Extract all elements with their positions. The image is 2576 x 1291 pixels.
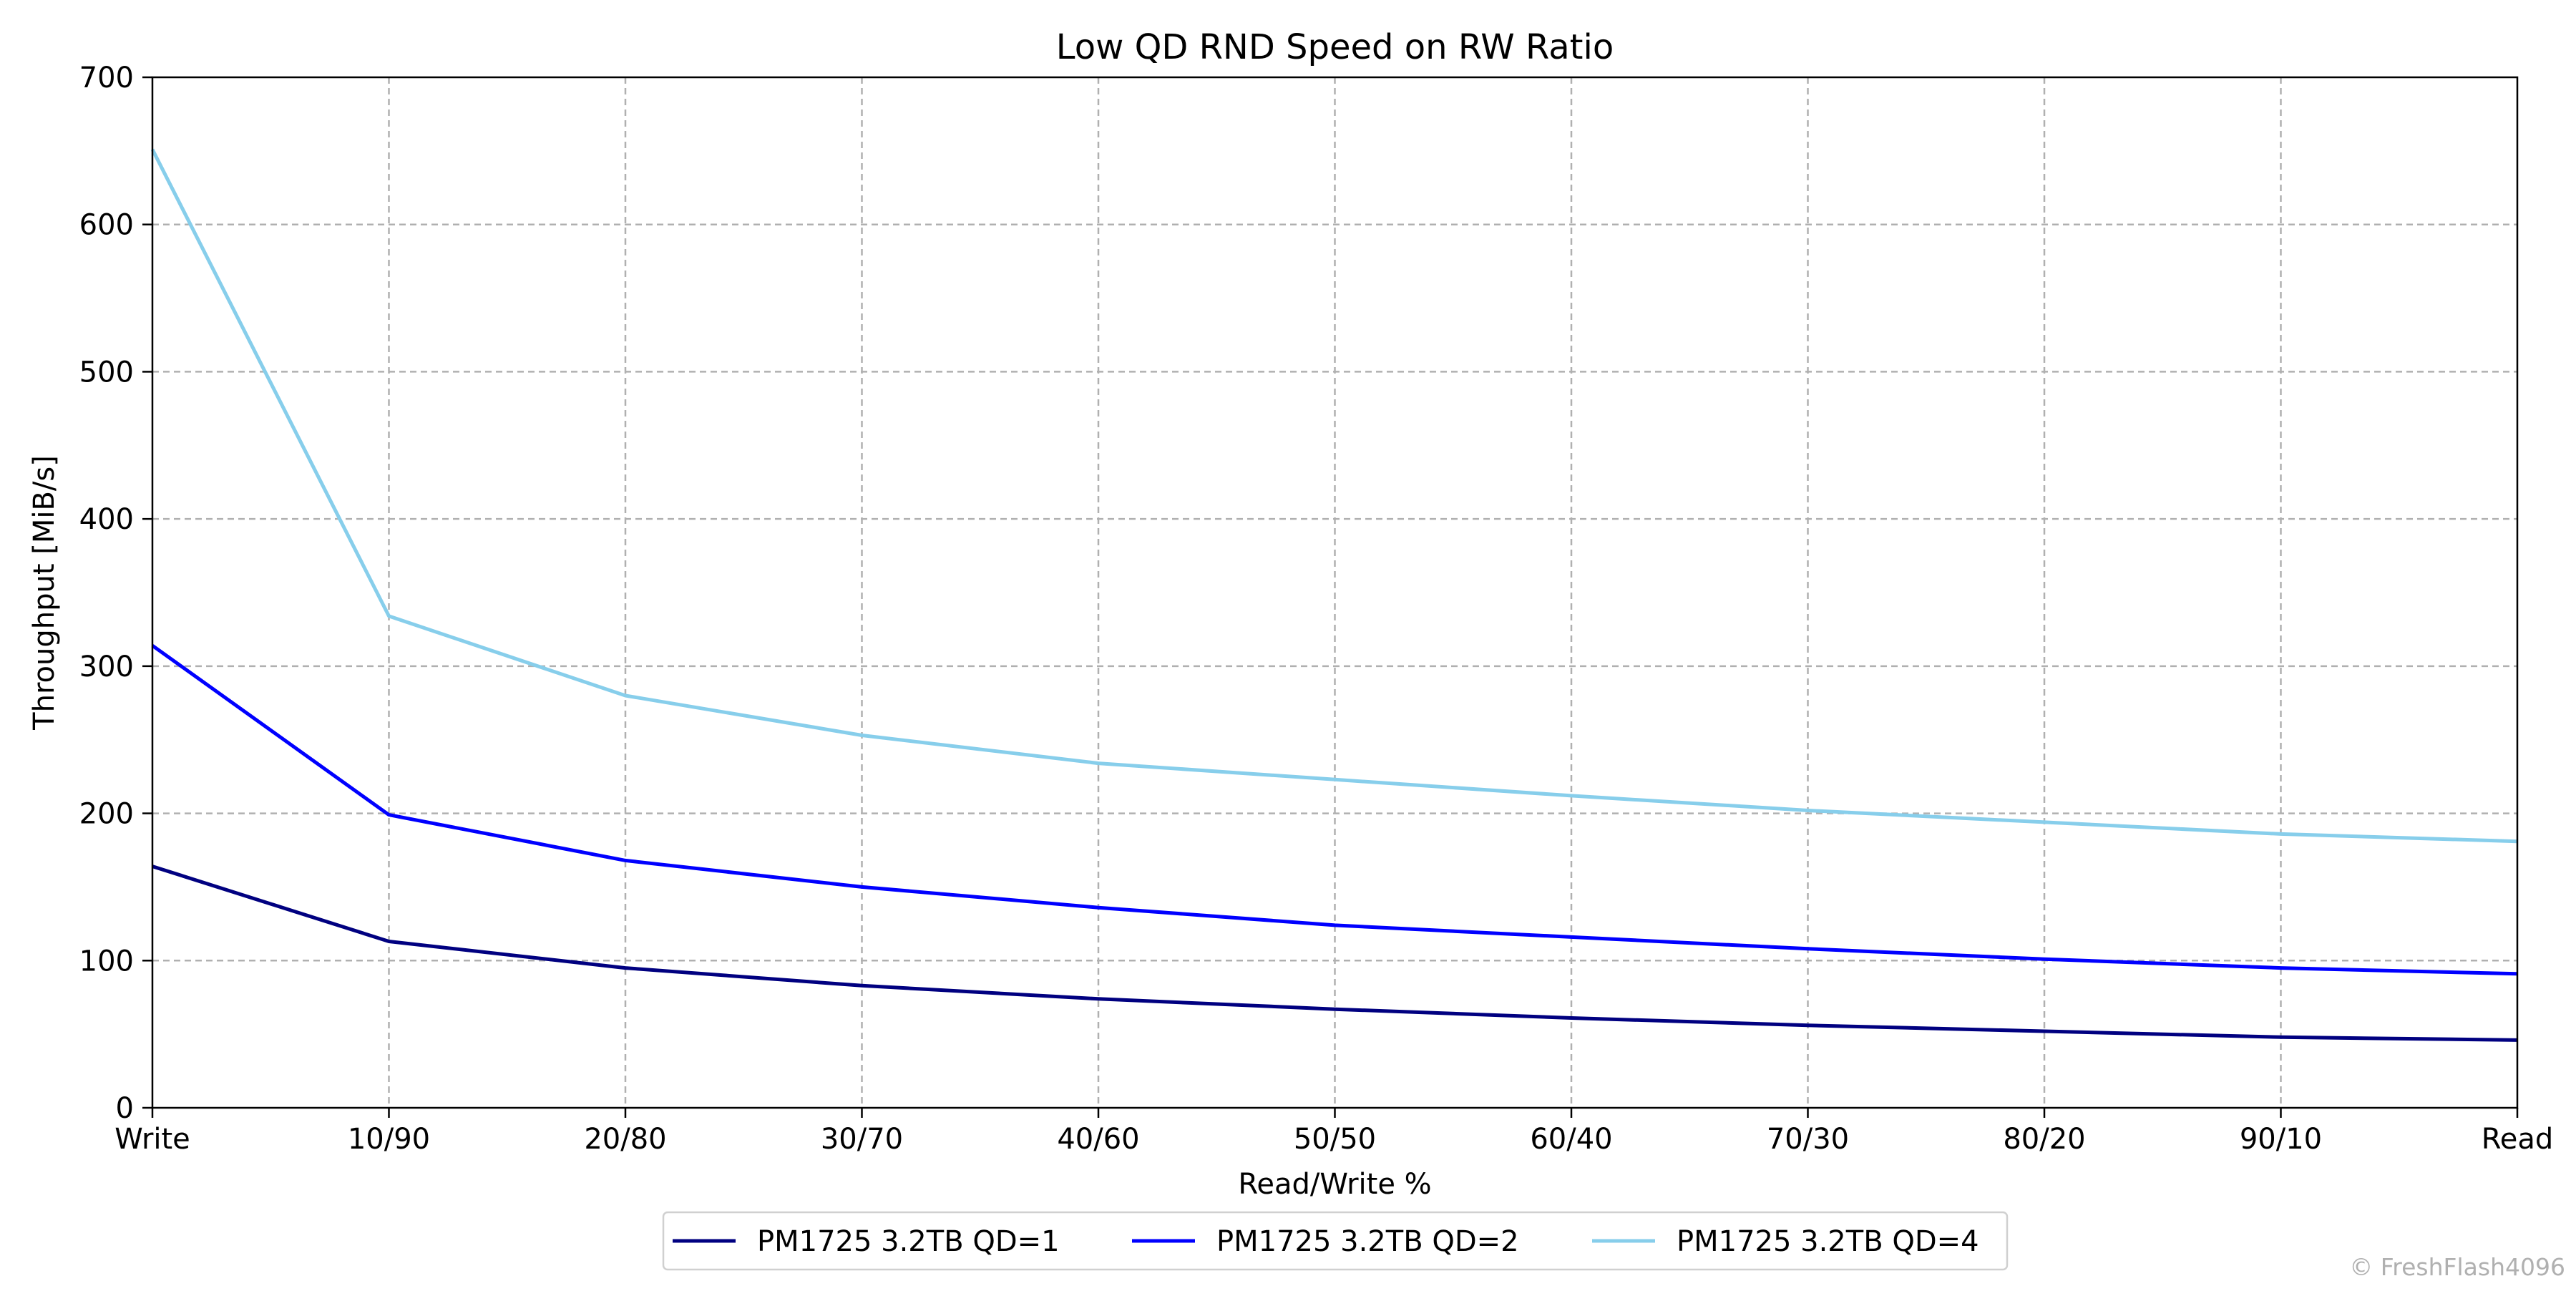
x-tick-label: 90/10 [2240,1123,2322,1156]
series-layer [150,148,2518,1042]
chart-title: Low QD RND Speed on RW Ratio [1056,27,1614,67]
grid [152,77,2517,1108]
y-tick-label: 700 [79,62,134,94]
y-tick-label: 600 [79,209,134,242]
legend: PM1725 3.2TB QD=1 PM1725 3.2TB QD=2 PM1725… [662,1211,2009,1271]
y-tick-label: 200 [79,798,134,831]
axis-ticks: Write 10/90 20/80 30/70 40/60 50/50 60/40 70/30… [79,62,2554,1156]
y-tick-label: 500 [79,356,134,389]
legend-label: PM1725 3.2TB QD=1 [757,1225,1060,1258]
x-tick-label: 60/40 [1530,1123,1612,1156]
x-tick-label: 30/70 [821,1123,903,1156]
x-tick-label: Write [114,1123,190,1156]
x-axis-label: Read/Write % [1238,1168,1431,1201]
legend-label: PM1725 3.2TB QD=4 [1677,1225,1979,1258]
x-tick-label: 50/50 [1294,1123,1376,1156]
y-tick-label: 0 [116,1092,134,1125]
x-tick-label: 40/60 [1057,1123,1139,1156]
x-tick-label: 80/20 [2003,1123,2085,1156]
y-tick-label: 300 [79,651,134,683]
watermark-text: © FreshFlash4096 [2349,1253,2565,1281]
x-tick-label: 10/90 [348,1123,430,1156]
series-line-qd2 [151,644,2518,976]
legend-label: PM1725 3.2TB QD=2 [1216,1225,1519,1258]
y-axis-label: Throughput [MiB/s] [28,455,61,731]
x-tick-label: 70/30 [1767,1123,1849,1156]
y-tick-label: 400 [79,503,134,536]
series-line-qd1 [152,864,2518,1042]
series-line-qd4 [150,148,2518,844]
y-tick-label: 100 [79,945,134,978]
x-tick-label: Read [2482,1123,2554,1156]
legend-box [662,1211,2009,1271]
x-tick-label: 20/80 [584,1123,666,1156]
